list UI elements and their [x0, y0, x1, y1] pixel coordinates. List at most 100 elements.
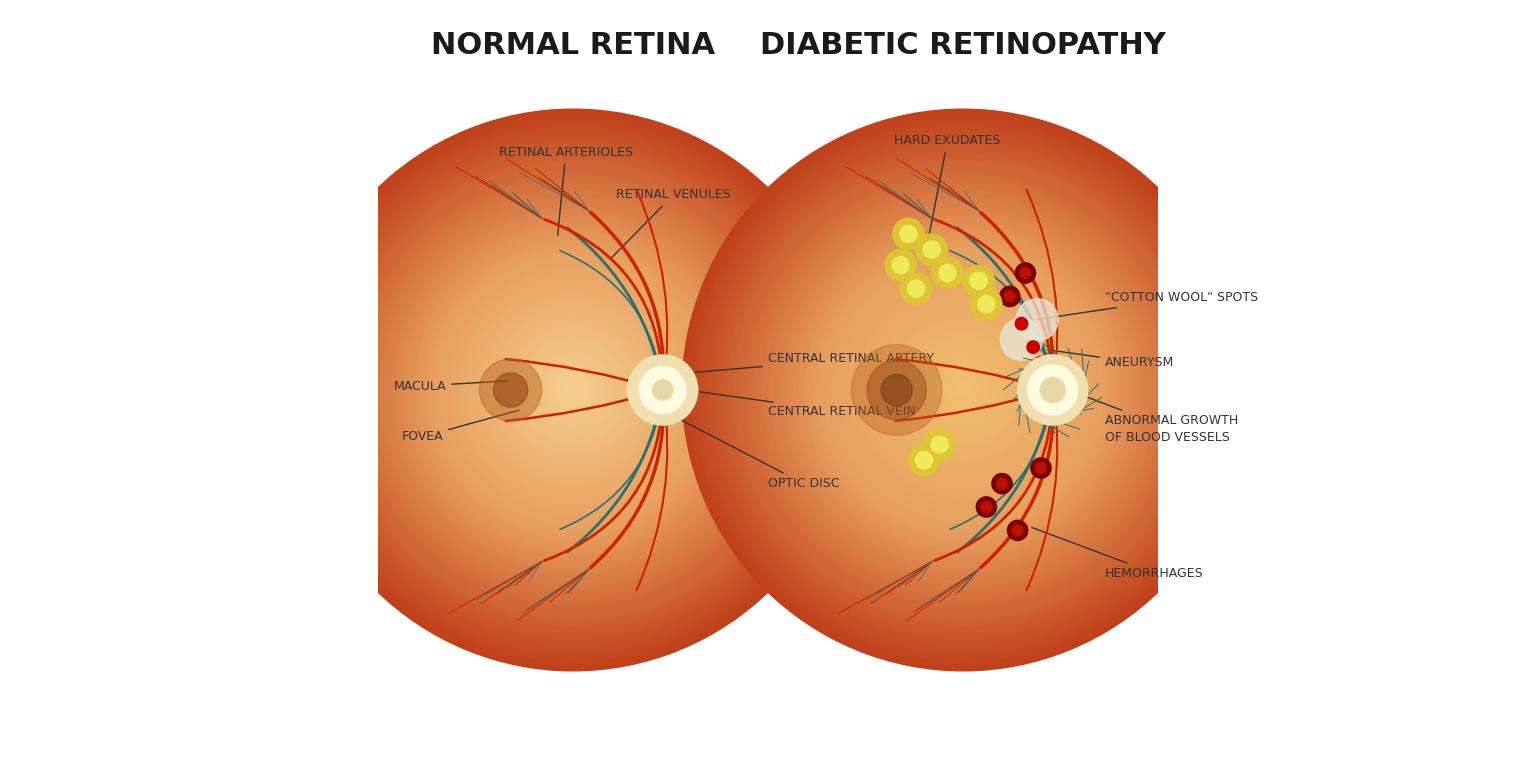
- Circle shape: [696, 123, 1230, 657]
- Circle shape: [851, 278, 1075, 502]
- Circle shape: [1005, 291, 1015, 302]
- Circle shape: [355, 172, 791, 608]
- Circle shape: [753, 179, 1174, 601]
- Text: CENTRAL RETINAL ARTERY: CENTRAL RETINAL ARTERY: [656, 353, 934, 376]
- Circle shape: [997, 478, 1008, 489]
- Circle shape: [409, 225, 737, 555]
- Circle shape: [492, 309, 654, 471]
- Circle shape: [720, 147, 1206, 632]
- Circle shape: [513, 331, 633, 449]
- Circle shape: [1000, 318, 1043, 360]
- Circle shape: [931, 359, 995, 421]
- Circle shape: [496, 313, 650, 467]
- Circle shape: [843, 271, 1083, 509]
- Circle shape: [1031, 458, 1051, 478]
- Circle shape: [562, 380, 584, 401]
- Text: ANEURYSM: ANEURYSM: [1048, 349, 1174, 369]
- Circle shape: [366, 183, 780, 597]
- Circle shape: [879, 306, 1048, 474]
- Circle shape: [541, 359, 605, 421]
- Text: HARD EXUDATES: HARD EXUDATES: [894, 134, 1001, 251]
- Circle shape: [447, 264, 699, 516]
- Circle shape: [823, 250, 1103, 530]
- Circle shape: [346, 162, 802, 618]
- Circle shape: [897, 323, 1029, 457]
- Circle shape: [310, 126, 836, 654]
- Circle shape: [982, 502, 992, 512]
- Circle shape: [777, 204, 1149, 576]
- Circle shape: [313, 130, 833, 650]
- Circle shape: [516, 334, 630, 446]
- Circle shape: [1012, 525, 1023, 536]
- Circle shape: [802, 229, 1124, 551]
- Circle shape: [703, 130, 1223, 650]
- Circle shape: [395, 211, 753, 569]
- Circle shape: [1015, 317, 1028, 330]
- Circle shape: [946, 373, 980, 407]
- Circle shape: [499, 317, 647, 463]
- Circle shape: [791, 218, 1135, 562]
- Circle shape: [816, 243, 1111, 537]
- Circle shape: [538, 355, 608, 425]
- Circle shape: [387, 204, 759, 576]
- Circle shape: [710, 137, 1215, 643]
- Circle shape: [922, 348, 1005, 432]
- Circle shape: [376, 193, 770, 587]
- Circle shape: [685, 113, 1240, 667]
- Circle shape: [848, 275, 1078, 505]
- Circle shape: [731, 158, 1195, 622]
- Circle shape: [450, 267, 696, 513]
- Circle shape: [324, 140, 822, 639]
- Circle shape: [906, 334, 1020, 446]
- Circle shape: [840, 267, 1086, 513]
- Circle shape: [866, 360, 926, 420]
- Circle shape: [805, 232, 1121, 548]
- Circle shape: [700, 126, 1226, 654]
- Circle shape: [971, 289, 1001, 320]
- Circle shape: [917, 344, 1009, 435]
- Circle shape: [938, 264, 955, 282]
- Circle shape: [742, 169, 1184, 612]
- Circle shape: [952, 380, 974, 401]
- Circle shape: [892, 257, 909, 274]
- Circle shape: [707, 134, 1220, 646]
- Circle shape: [565, 383, 581, 397]
- Circle shape: [521, 337, 625, 442]
- Circle shape: [925, 351, 1001, 429]
- Circle shape: [412, 229, 734, 551]
- Circle shape: [734, 162, 1190, 618]
- Circle shape: [1020, 268, 1031, 278]
- Circle shape: [439, 257, 707, 523]
- Circle shape: [524, 341, 622, 439]
- Circle shape: [876, 302, 1051, 477]
- Circle shape: [306, 123, 840, 657]
- Circle shape: [900, 225, 917, 243]
- Text: HEMORRHAGES: HEMORRHAGES: [1032, 527, 1204, 580]
- Circle shape: [1040, 378, 1064, 402]
- Text: NORMAL RETINA: NORMAL RETINA: [432, 31, 716, 60]
- Circle shape: [770, 197, 1157, 583]
- Circle shape: [1000, 286, 1020, 307]
- Text: DIABETIC RETINOPATHY: DIABETIC RETINOPATHY: [760, 31, 1166, 60]
- Circle shape: [296, 113, 851, 667]
- Text: RETINAL VENULES: RETINAL VENULES: [610, 189, 731, 259]
- Circle shape: [425, 243, 720, 537]
- Circle shape: [415, 232, 731, 548]
- Circle shape: [330, 147, 816, 632]
- Circle shape: [639, 367, 687, 413]
- Circle shape: [316, 134, 829, 646]
- Circle shape: [923, 241, 940, 258]
- Circle shape: [384, 200, 762, 580]
- Circle shape: [551, 369, 594, 411]
- Circle shape: [963, 265, 994, 296]
- Text: MACULA: MACULA: [393, 380, 508, 392]
- Circle shape: [978, 296, 995, 313]
- Circle shape: [908, 280, 925, 297]
- Circle shape: [453, 271, 693, 509]
- Circle shape: [433, 250, 713, 530]
- Circle shape: [837, 264, 1089, 516]
- Circle shape: [422, 239, 723, 541]
- Circle shape: [653, 380, 673, 400]
- Circle shape: [570, 387, 576, 393]
- Circle shape: [750, 176, 1177, 604]
